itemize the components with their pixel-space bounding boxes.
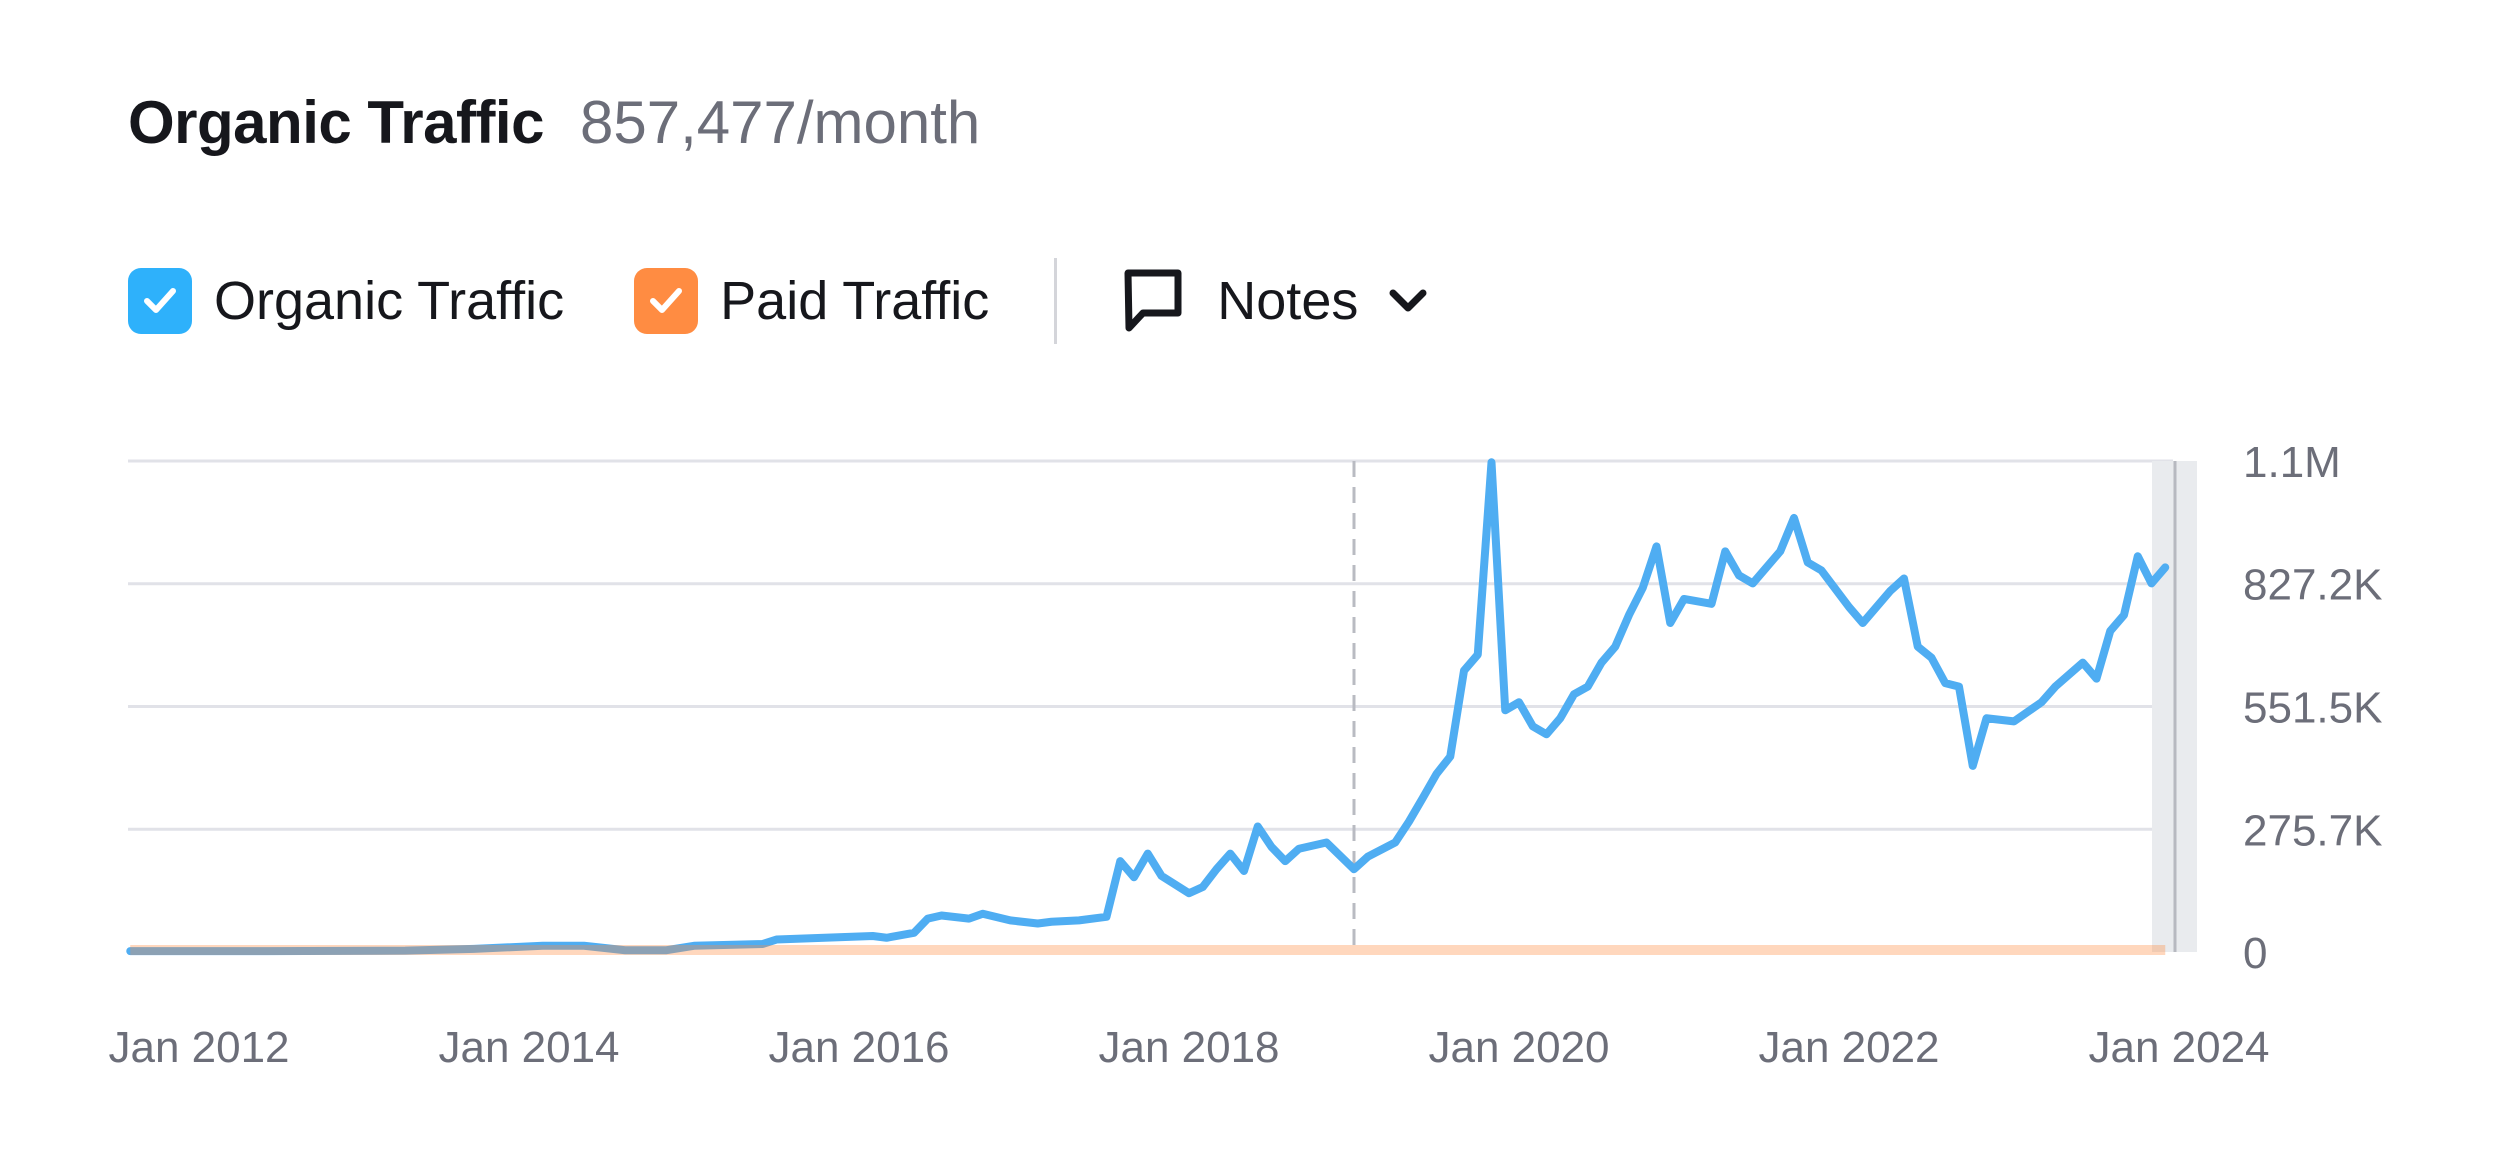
y-tick-label: 827.2K: [2243, 561, 2382, 610]
x-tick-label: Jan 2018: [1098, 1023, 1279, 1072]
check-icon: [144, 288, 176, 313]
chart-title: Organic Traffic: [128, 89, 544, 156]
legend-divider: [1054, 258, 1058, 344]
legend-paid-traffic[interactable]: Paid Traffic: [634, 268, 989, 334]
organic-checkbox[interactable]: [128, 268, 192, 334]
paid-checkbox[interactable]: [634, 268, 699, 334]
legend-label: Organic Traffic: [214, 271, 565, 331]
y-tick-label: 0: [2243, 929, 2267, 978]
check-icon: [650, 288, 683, 313]
legend-label: Paid Traffic: [720, 271, 990, 331]
x-tick-label: Jan 2020: [1428, 1023, 1609, 1072]
organic-traffic-line: [126, 458, 2170, 956]
speech-bubble-icon: [1124, 269, 1182, 332]
x-tick-label: Jan 2024: [2088, 1023, 2269, 1072]
x-tick-label: Jan 2022: [1758, 1023, 1939, 1072]
legend: Organic Traffic Paid Traffic Notes: [128, 258, 1428, 344]
x-tick-label: Jan 2012: [108, 1023, 289, 1072]
y-tick-label: 551.5K: [2243, 683, 2382, 732]
legend-organic-traffic[interactable]: Organic Traffic: [128, 268, 564, 334]
notes-label: Notes: [1217, 271, 1359, 331]
y-tick-label: 275.7K: [2243, 806, 2382, 855]
notes-dropdown[interactable]: Notes: [1123, 268, 1428, 334]
y-tick-label: 1.1M: [2243, 438, 2341, 487]
chevron-down-icon: [1389, 289, 1427, 312]
x-tick-label: Jan 2014: [438, 1023, 619, 1072]
traffic-value: 857,477/month: [579, 89, 981, 156]
chart-header: Organic Traffic 857,477/month: [128, 88, 980, 157]
x-tick-label: Jan 2016: [768, 1023, 949, 1072]
